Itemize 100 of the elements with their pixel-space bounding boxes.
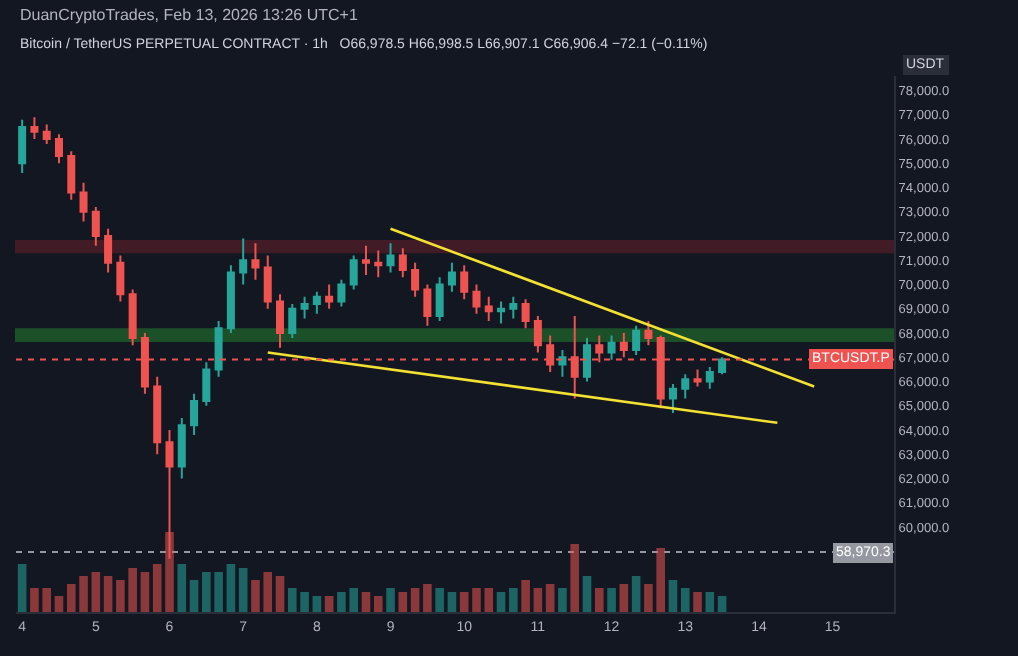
bar (410, 588, 420, 612)
candlestick (619, 332, 628, 359)
bar (680, 588, 690, 612)
candlestick (337, 278, 346, 308)
bar (140, 572, 150, 612)
bar (66, 584, 76, 612)
candlestick (54, 133, 63, 165)
candlestick (668, 383, 677, 415)
bar (189, 580, 199, 612)
candlestick (374, 249, 383, 279)
bar (594, 588, 604, 612)
bar (373, 596, 383, 612)
bar (288, 588, 297, 612)
candlestick (361, 244, 370, 276)
candlestick (128, 288, 137, 347)
bar (177, 564, 187, 612)
candlestick (67, 150, 76, 201)
candlestick (423, 283, 432, 327)
candlestick (91, 205, 100, 247)
candlestick (312, 290, 321, 315)
candlestick (288, 302, 297, 339)
bar (238, 568, 248, 612)
candlestick (325, 283, 334, 310)
bar (705, 592, 715, 612)
bar (337, 592, 346, 612)
candlestick (484, 295, 493, 322)
bar (263, 572, 273, 612)
candlestick (386, 242, 395, 274)
candlestick (251, 242, 260, 281)
candlestick (190, 392, 199, 436)
bar (631, 576, 641, 612)
bar (607, 588, 616, 612)
bar (545, 584, 555, 612)
candlestick (79, 181, 88, 223)
bar (300, 592, 309, 612)
bar (128, 568, 137, 612)
bar (521, 580, 530, 612)
candlestick (411, 261, 420, 298)
bar (435, 588, 444, 612)
bar (312, 596, 322, 612)
candlestick (104, 227, 113, 274)
bar (386, 588, 395, 612)
candlestick (583, 336, 592, 383)
bar (202, 572, 211, 612)
candlestick (177, 416, 186, 480)
bar (152, 564, 162, 612)
candlestick (558, 349, 567, 378)
candlestick (42, 123, 51, 145)
bar (17, 564, 27, 612)
candlestick (509, 295, 518, 320)
bar (558, 588, 567, 612)
candlestick (18, 118, 27, 175)
bar (324, 596, 334, 612)
candlestick (398, 247, 407, 279)
bar (533, 588, 543, 612)
candlestick (214, 319, 223, 378)
candlestick (447, 261, 456, 293)
bar (79, 576, 88, 612)
bar (644, 584, 653, 612)
candlestick (632, 324, 641, 356)
bar (484, 588, 494, 612)
candlestick (718, 356, 727, 376)
bar (116, 580, 125, 612)
bar (30, 588, 39, 612)
bar (361, 592, 371, 612)
candlestick (30, 116, 39, 141)
candlestick (263, 254, 272, 310)
bar (214, 572, 223, 612)
bar (398, 592, 408, 612)
candlestick (521, 298, 530, 330)
candlestick (300, 295, 309, 320)
candlestick (644, 319, 653, 347)
bar (349, 588, 358, 612)
bar (423, 584, 432, 612)
bar (91, 572, 101, 612)
bar (447, 592, 457, 612)
candlestick (607, 334, 616, 361)
bar (717, 596, 727, 612)
bar (226, 564, 236, 612)
candlestick (460, 264, 469, 301)
bar (459, 592, 469, 612)
bar (656, 548, 665, 612)
candlestick (153, 375, 162, 456)
candlestick (239, 237, 248, 286)
bar (619, 584, 629, 612)
bar (668, 580, 678, 612)
chart-title: DuanCryptoTrades, Feb 13, 2026 13:26 UTC+1 (20, 6, 359, 24)
candlestick (497, 300, 506, 325)
bar (54, 596, 64, 612)
candlestick (116, 254, 125, 303)
candlestick (533, 315, 542, 354)
bar (275, 576, 285, 612)
candlestick (472, 283, 481, 315)
candlestick (202, 361, 211, 407)
candlestick (681, 373, 690, 400)
candlestick (705, 366, 714, 390)
candlestick (226, 264, 235, 335)
bar (509, 588, 518, 612)
bar (570, 544, 580, 612)
bar (103, 576, 113, 612)
